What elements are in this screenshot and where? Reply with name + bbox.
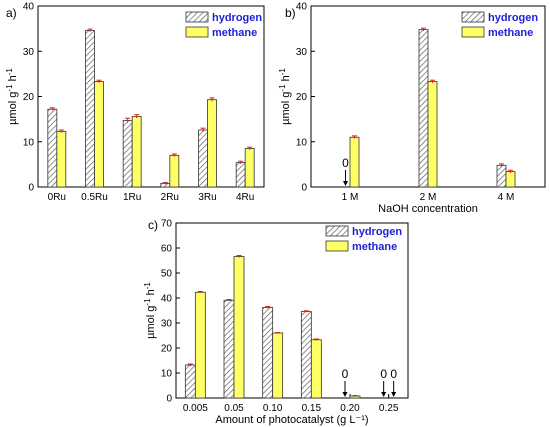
panel-a-x-tick-label: 3Ru <box>198 192 216 203</box>
panel-a-x-tick-label: 4Ru <box>236 192 254 203</box>
panel-c-y-axis-label-part: µmol g <box>145 306 157 339</box>
panel-a-y-axis-label-part: h <box>7 75 19 84</box>
panel-c-y-tick-label: 40 <box>161 294 173 305</box>
panel-c-x-tick-label: 0.05 <box>224 403 244 414</box>
panel-c-x-tick-label: 0.15 <box>302 403 322 414</box>
panel-c-zero-annotation: 0 <box>390 367 397 381</box>
panel-c-plot-frame <box>175 222 409 399</box>
panel-c-y-axis-label-part: -1 <box>143 282 152 290</box>
panel-b-y-tick-label: 40 <box>296 2 308 13</box>
panel-c-label: c) <box>148 218 158 232</box>
panel-c-legend-swatch-hydrogen <box>325 225 349 237</box>
panel-c-bar-methane <box>194 291 206 399</box>
panel-c-x-tick-label: 0.20 <box>340 403 360 414</box>
panel-b-bar-methane <box>505 171 516 188</box>
panel-c-y-tick-label: 70 <box>161 219 173 230</box>
panel-a-bar-hydrogen <box>122 120 133 188</box>
panel-c-y-axis-label-part: -1 <box>143 298 152 306</box>
panel-b-x-tick-label: 2 M <box>420 192 437 203</box>
panel-c-x-tick-label: 0.25 <box>379 403 399 414</box>
panel-a-y-axis-label-part: -1 <box>5 68 14 76</box>
panel-b-y-axis-label-part: -1 <box>278 68 287 76</box>
panel-a-y-axis-label-part: µmol g <box>7 92 19 125</box>
panel-a-legend-swatch-hydrogen <box>185 11 209 23</box>
panel-c-x-axis-label: Amount of photocatalyst (g L⁻¹) <box>215 414 368 426</box>
panel-b-legend-label-hydrogen: hydrogen <box>488 12 538 24</box>
panel-a-legend-label-hydrogen: hydrogen <box>212 12 262 24</box>
panel-b-label: b) <box>285 6 296 20</box>
panel-a-legend-swatch-methane <box>185 26 209 38</box>
panel-a-bar-methane <box>56 130 67 188</box>
panel-c-y-tick-label: 60 <box>161 244 173 255</box>
panel-b-bar-methane <box>349 136 360 188</box>
panel-c-zero-arrowhead <box>342 392 348 397</box>
panel-c-x-tick-label: 0.005 <box>183 403 208 414</box>
panel-c-bar-methane <box>272 332 284 399</box>
panel-a-y-tick-label: 20 <box>23 92 35 103</box>
panel-a-bar-hydrogen <box>198 129 208 188</box>
panel-c-bar-hydrogen <box>262 307 274 399</box>
panel-a-y-axis-label-part: -1 <box>5 84 14 92</box>
panel-c-y-tick-label: 30 <box>161 319 173 330</box>
panel-b-legend-swatch-hydrogen <box>461 11 485 23</box>
panel-b-y-tick-label: 20 <box>296 92 308 103</box>
panel-c-legend-label-hydrogen: hydrogen <box>352 226 402 238</box>
panel-b-zero-annotation: 0 <box>342 156 349 170</box>
panel-a-y-tick-label: 40 <box>23 2 35 13</box>
panel-c-bar-hydrogen <box>184 364 196 399</box>
panel-a-bar-methane <box>131 116 142 188</box>
panel-a-y-axis-label: µmol g-1 h-1 <box>5 68 19 125</box>
panel-c-zero-annotation: 0 <box>380 367 387 381</box>
panel-b-y-tick-label: 10 <box>296 137 308 148</box>
panel-a-bar-methane <box>94 81 104 188</box>
panel-c-bar-hydrogen <box>300 311 312 399</box>
panel-c-bar-hydrogen <box>223 299 235 399</box>
panel-b-bar-hydrogen <box>496 164 507 188</box>
panel-a-bar-hydrogen <box>47 108 58 188</box>
panel-c-x-tick-label: 0.10 <box>263 403 283 414</box>
panel-a-bar-hydrogen <box>85 30 95 188</box>
panel-b-y-axis-label-part: µmol g <box>280 92 292 125</box>
panel-b-legend-swatch-methane <box>461 26 485 38</box>
panel-c-y-tick-label: 10 <box>161 369 173 380</box>
panel-b-y-tick-label: 30 <box>296 47 308 58</box>
panel-a-y-tick-label: 10 <box>23 137 35 148</box>
panel-c-legend-label-methane: methane <box>352 241 397 253</box>
panel-b-y-axis-label: µmol g-1 h-1 <box>278 68 292 125</box>
panel-c-zero-annotation: 0 <box>342 367 349 381</box>
panel-c-zero-arrowhead <box>391 392 397 397</box>
panel-c-y-tick-label: 50 <box>161 269 173 280</box>
panel-a-x-tick-label: 1Ru <box>123 192 141 203</box>
panel-c-zero-arrowhead <box>381 392 387 397</box>
panel-c-y-tick-label: 20 <box>161 344 173 355</box>
panel-c-bar-methane <box>310 339 322 399</box>
panel-a-legend-label-methane: methane <box>212 27 257 39</box>
panel-c-y-axis-label-part: h <box>145 289 157 298</box>
panel-a-x-tick-label: 2Ru <box>161 192 179 203</box>
panel-b-legend-label-methane: methane <box>488 27 533 39</box>
panel-a-y-tick-label: 0 <box>28 183 34 194</box>
panel-a-bar-methane <box>244 148 255 188</box>
panel-a-bar-methane <box>169 154 180 188</box>
panel-b-zero-arrowhead <box>343 181 348 186</box>
panel-a-label: a) <box>6 6 17 20</box>
panel-b-x-tick-label: 1 M <box>342 192 359 203</box>
panel-a-x-tick-label: 0.5Ru <box>81 192 108 203</box>
panel-a-bar-hydrogen <box>235 162 246 188</box>
panel-c-y-axis-label: µmol g-1 h-1 <box>143 282 157 339</box>
panel-b-bar-methane <box>427 81 438 188</box>
panel-b-x-axis-label: NaOH concentration <box>378 203 478 215</box>
panel-b-bar-hydrogen <box>418 29 429 188</box>
panel-a-bar-methane <box>207 99 217 188</box>
panel-c-legend-swatch-methane <box>325 240 349 252</box>
panel-b-y-axis-label-part: h <box>280 75 292 84</box>
panel-a-y-tick-label: 30 <box>23 47 35 58</box>
panel-c-bar-methane <box>233 256 245 399</box>
panel-c-y-tick-label: 0 <box>166 394 172 405</box>
panel-b-y-axis-label-part: -1 <box>278 84 287 92</box>
panel-b-x-tick-label: 4 M <box>498 192 515 203</box>
panel-a-x-tick-label: 0Ru <box>48 192 66 203</box>
panel-b-y-tick-label: 0 <box>301 183 307 194</box>
